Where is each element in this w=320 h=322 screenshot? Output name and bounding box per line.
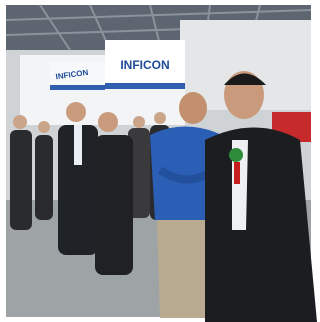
ribbon [234, 162, 240, 184]
scene: INFICON INFICON [6, 5, 317, 322]
face [66, 102, 86, 122]
shirt [74, 125, 82, 165]
booth-stripe [105, 83, 185, 89]
page: INFICON INFICON (() => { const data = [0, 0, 317, 322]
photo: INFICON INFICON [0, 0, 317, 322]
face [179, 92, 207, 124]
booth-stripe [50, 85, 105, 90]
face [98, 112, 118, 132]
booth-sign: INFICON [120, 58, 169, 72]
suit [205, 128, 317, 322]
person [95, 135, 133, 275]
corsage [229, 148, 243, 162]
